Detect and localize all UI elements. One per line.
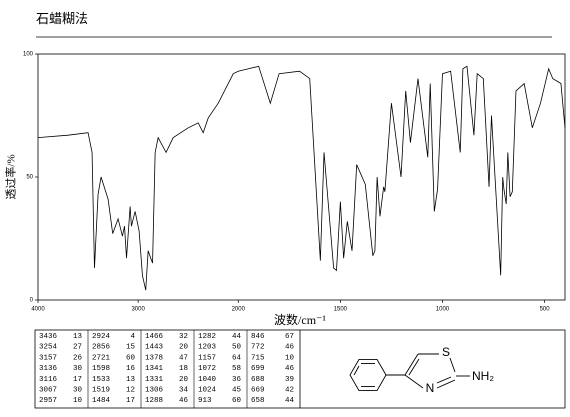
table-transmittance: 10 [285, 354, 295, 362]
table-transmittance: 18 [179, 365, 188, 373]
peak-table [34, 329, 566, 409]
x-tick-label: 3000 [131, 307, 145, 313]
table-transmittance: 17 [73, 376, 82, 384]
table-transmittance: 20 [179, 344, 189, 352]
table-transmittance: 4 [130, 333, 135, 341]
table-transmittance: 46 [285, 344, 295, 352]
benzene-ring [349, 358, 387, 392]
table-wavenumber: 1282 [198, 333, 216, 341]
table-transmittance: 58 [232, 365, 241, 373]
x-tick-label: 500 [540, 307, 551, 313]
table-wavenumber: 1024 [198, 386, 217, 394]
table-wavenumber: 3136 [39, 365, 58, 373]
structure [349, 353, 470, 392]
table-transmittance: 16 [126, 365, 136, 373]
table-wavenumber: 2856 [92, 344, 111, 352]
table-transmittance: 17 [126, 397, 135, 405]
table-wavenumber: 1288 [145, 397, 163, 405]
table-transmittance: 36 [232, 376, 242, 384]
table-transmittance: 60 [126, 354, 136, 362]
x-tick-label: 4000 [31, 307, 45, 313]
table-transmittance: 10 [73, 397, 83, 405]
table-transmittance: 46 [179, 397, 189, 405]
table-wavenumber: 1203 [198, 344, 217, 352]
table-transmittance: 46 [285, 365, 295, 373]
bond [404, 374, 424, 389]
y-tick-label: 100 [23, 52, 34, 58]
table-wavenumber: 1378 [145, 354, 163, 362]
table-transmittance: 12 [126, 386, 135, 394]
table-wavenumber: 669 [251, 386, 265, 394]
table-wavenumber: 658 [251, 397, 265, 405]
table-transmittance: 13 [126, 376, 136, 384]
y-axis-label: 透过率/% [4, 154, 18, 199]
table-transmittance: 44 [285, 397, 295, 405]
table-wavenumber: 1443 [145, 344, 164, 352]
x-tick-label: 1500 [334, 307, 348, 313]
table-wavenumber: 3116 [39, 376, 58, 384]
bond [436, 376, 452, 384]
bond [408, 358, 420, 376]
table-transmittance: 39 [285, 376, 294, 384]
bond [449, 357, 456, 373]
table-wavenumber: 846 [251, 333, 265, 341]
table-transmittance: 47 [179, 354, 188, 362]
table-wavenumber: 715 [251, 354, 265, 362]
table-wavenumber: 1598 [92, 365, 110, 373]
table-wavenumber: 2957 [39, 397, 57, 405]
table-transmittance: 50 [232, 344, 242, 352]
table-transmittance: 45 [232, 386, 242, 394]
table-transmittance: 64 [232, 354, 242, 362]
table-wavenumber: 3157 [39, 354, 57, 362]
table-transmittance: 27 [73, 344, 82, 352]
table-wavenumber: 688 [251, 376, 265, 384]
table-wavenumber: 699 [251, 365, 265, 373]
y-tick-label: 50 [26, 175, 33, 181]
table-transmittance: 26 [73, 354, 83, 362]
table-transmittance: 60 [232, 397, 242, 405]
table-wavenumber: 1466 [145, 333, 164, 341]
table-transmittance: 13 [73, 333, 83, 341]
table-transmittance: 15 [126, 344, 136, 352]
table-wavenumber: 1040 [198, 376, 217, 384]
table-wavenumber: 3436 [39, 333, 58, 341]
bond [436, 379, 456, 389]
table-transmittance: 30 [73, 386, 83, 394]
x-tick-label: 2000 [232, 307, 246, 313]
table-transmittance: 67 [285, 333, 294, 341]
table-wavenumber: 1306 [145, 386, 164, 394]
table-transmittance: 20 [179, 376, 189, 384]
atom-label: S [442, 345, 450, 359]
x-axis-label: 波数/cm⁻¹ [274, 312, 326, 327]
table-wavenumber: 3254 [39, 344, 58, 352]
table-transmittance: 44 [232, 333, 242, 341]
table-wavenumber: 2721 [92, 354, 111, 362]
table-wavenumber: 1331 [145, 376, 164, 384]
table-transmittance: 42 [285, 386, 294, 394]
y-tick-label: 0 [30, 298, 34, 304]
plot-frame [37, 53, 566, 301]
table-transmittance: 32 [179, 333, 188, 341]
atom-label: N [426, 381, 435, 395]
table-transmittance: 30 [73, 365, 83, 373]
table-wavenumber: 913 [198, 397, 212, 405]
x-tick-label: 1000 [436, 307, 450, 313]
table-wavenumber: 2924 [92, 333, 111, 341]
table-wavenumber: 1157 [198, 354, 216, 362]
table-wavenumber: 1484 [92, 397, 111, 405]
table-wavenumber: 1341 [145, 365, 164, 373]
table-wavenumber: 1072 [198, 365, 216, 373]
table-wavenumber: 3067 [39, 386, 57, 394]
bond [404, 353, 419, 376]
table-wavenumber: 1533 [92, 376, 111, 384]
table-wavenumber: 772 [251, 344, 265, 352]
chart-title: 石蜡糊法 [36, 11, 88, 26]
spectrum-line [37, 65, 566, 291]
table-transmittance: 34 [179, 386, 189, 394]
atom-label: NH₂ [472, 369, 494, 383]
bond [353, 365, 360, 376]
table-wavenumber: 1519 [92, 386, 110, 394]
